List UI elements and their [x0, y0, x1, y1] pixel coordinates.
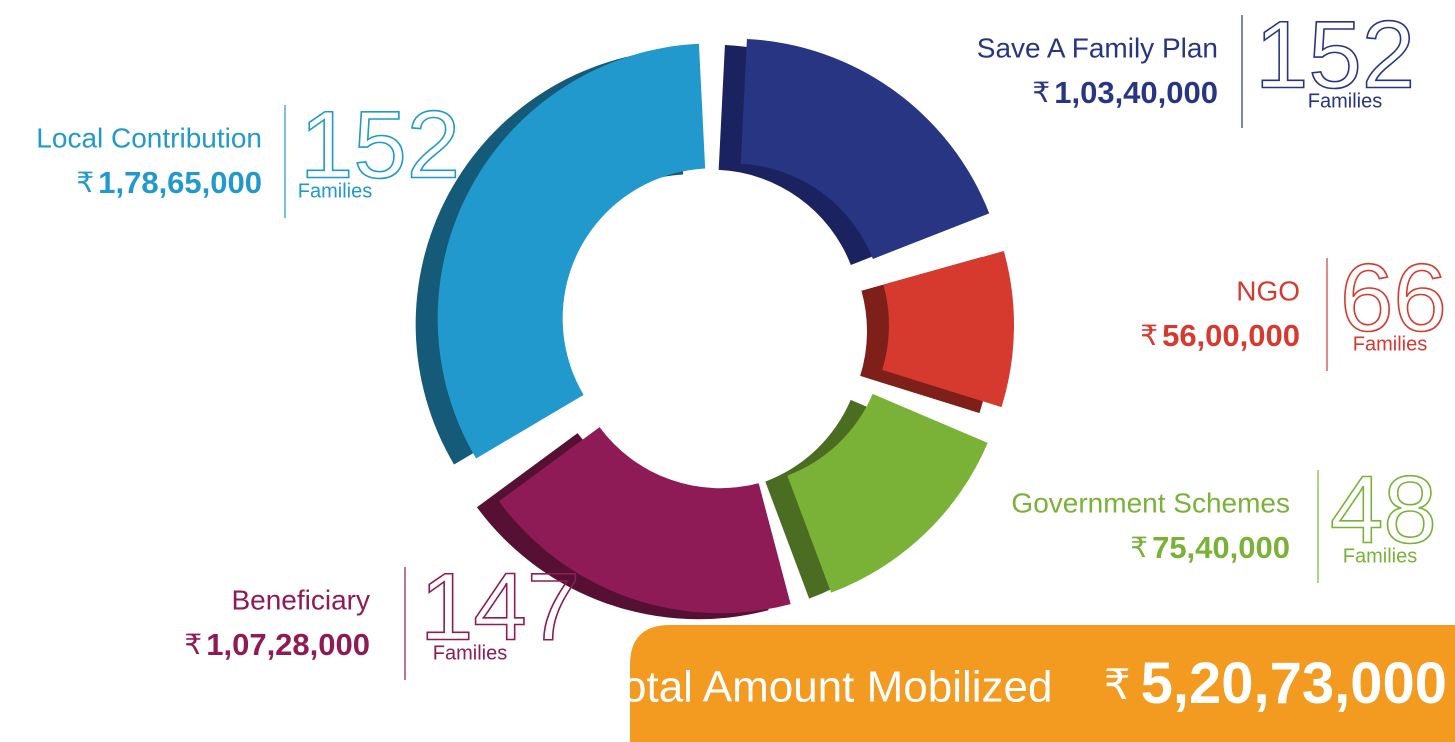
families-label: Families	[1353, 333, 1427, 355]
amount: ₹1,07,28,000	[184, 627, 370, 662]
category-label: Government Schemes	[1011, 487, 1290, 518]
amount-value: 75,40,000	[1152, 530, 1290, 565]
category-label: Save A Family Plan	[977, 32, 1218, 63]
amount: ₹75,40,000	[1130, 530, 1290, 565]
slice	[740, 38, 990, 259]
slice	[437, 43, 706, 459]
families-count: 152	[300, 91, 460, 198]
amount-value: 1,03,40,000	[1054, 75, 1218, 110]
currency: ₹	[1140, 320, 1158, 351]
currency: ₹	[1130, 532, 1148, 563]
families-count: 48	[1330, 456, 1437, 563]
total-value: 5,20,73,000	[1141, 651, 1447, 716]
families-label: Families	[433, 642, 507, 664]
amount-value: 1,07,28,000	[206, 627, 370, 662]
amount-value: 1,78,65,000	[98, 165, 262, 200]
currency: ₹	[1032, 77, 1050, 108]
amount: ₹1,78,65,000	[76, 165, 262, 200]
slice	[498, 427, 791, 614]
slice	[882, 251, 1014, 408]
currency: ₹	[76, 167, 94, 198]
families-count: 147	[420, 553, 580, 660]
families-label: Families	[298, 180, 372, 202]
total-label: Total Amount Mobilized	[600, 663, 1052, 712]
currency: ₹	[1104, 661, 1131, 708]
families-count: 152	[1255, 1, 1415, 108]
currency: ₹	[184, 629, 202, 660]
families-label: Families	[1343, 545, 1417, 567]
amount: ₹1,03,40,000	[1032, 75, 1218, 110]
total-box	[630, 625, 1455, 742]
category-label: Beneficiary	[231, 584, 370, 615]
amount: ₹56,00,000	[1140, 318, 1300, 353]
category-label: NGO	[1236, 275, 1300, 306]
amount-value: 56,00,000	[1162, 318, 1300, 353]
category-label: Local Contribution	[36, 122, 262, 153]
total-amount: ₹5,20,73,000	[1104, 651, 1447, 716]
slice	[787, 393, 988, 593]
families-label: Families	[1308, 90, 1382, 112]
families-count: 66	[1340, 244, 1447, 351]
